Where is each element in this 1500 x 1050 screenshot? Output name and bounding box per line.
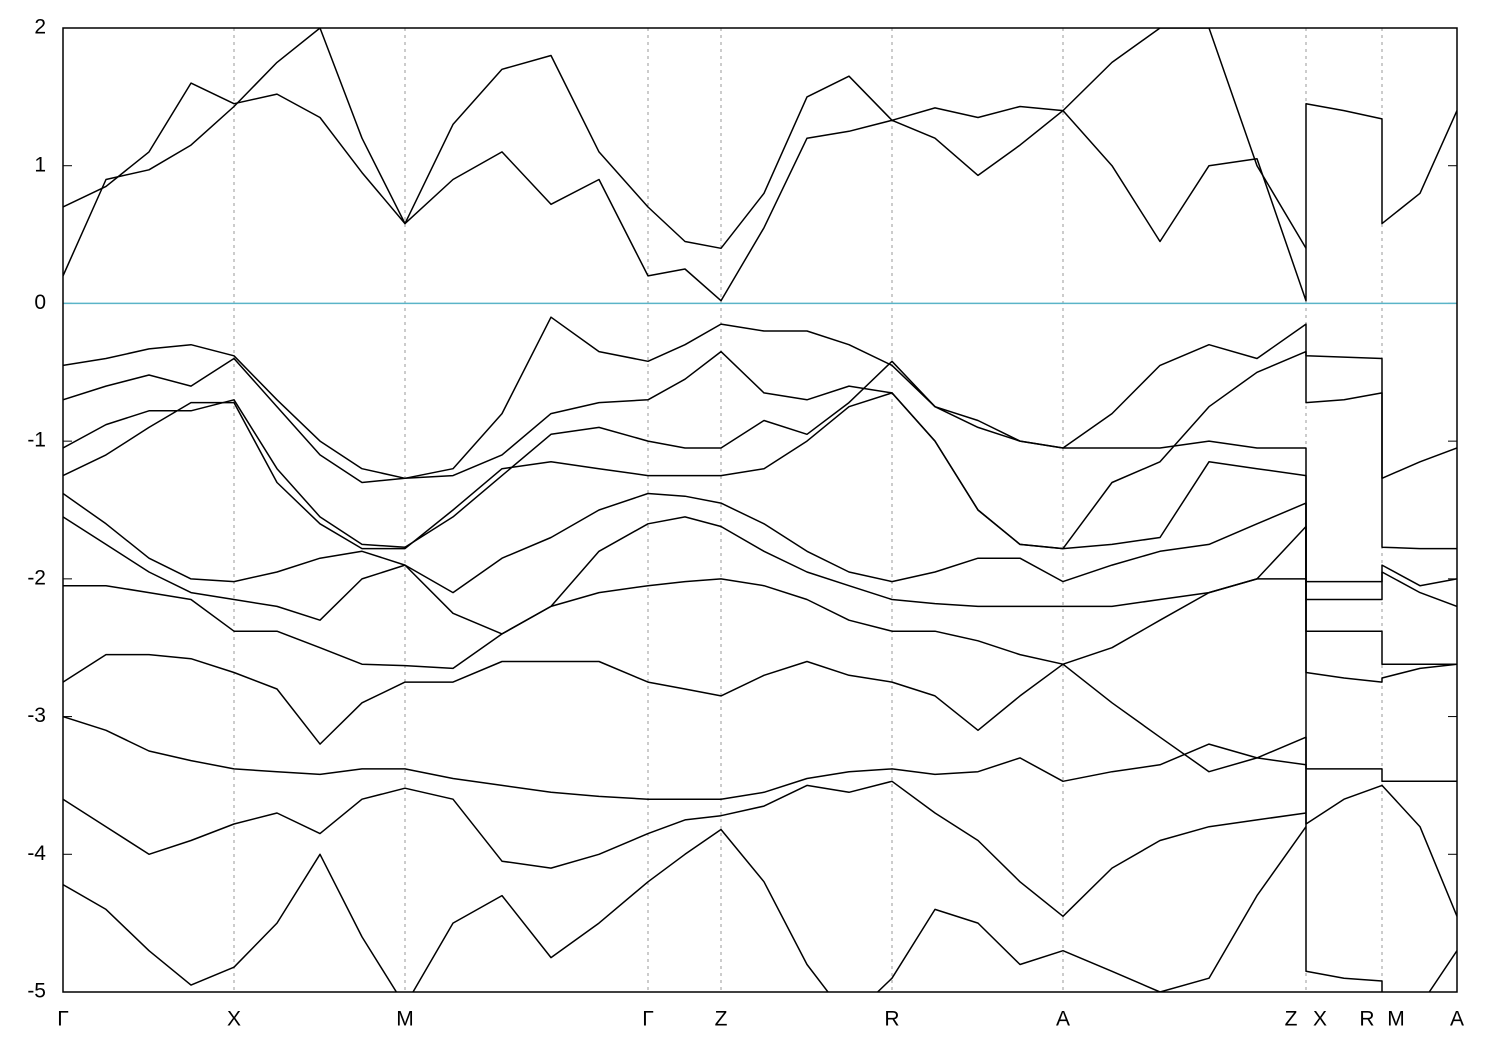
- band-line: [63, 28, 1307, 302]
- y-tick-label: -5: [27, 980, 46, 1003]
- band-line: [63, 780, 1307, 918]
- bands: [63, 28, 1457, 992]
- x-tick-label: X: [1313, 1008, 1327, 1031]
- plot-frame: [62, 27, 1458, 993]
- x-tick-label: Γ: [57, 1008, 69, 1031]
- x-tick-label: A: [1450, 1008, 1464, 1031]
- band-line: [63, 578, 1457, 783]
- y-tick-label: -2: [27, 566, 46, 589]
- x-tick-label: Γ: [642, 1008, 654, 1031]
- band-line: [63, 826, 1307, 992]
- band-line: [63, 653, 1457, 917]
- x-tick-label: A: [1056, 1008, 1070, 1031]
- band-line: [63, 316, 1457, 480]
- x-tick-label: Z: [715, 1008, 728, 1031]
- x-tick-label: X: [227, 1008, 241, 1031]
- y-tick-label: -1: [27, 429, 46, 452]
- y-tick-label: 2: [34, 16, 46, 39]
- y-tick-label: -4: [27, 842, 46, 865]
- band-line: [63, 350, 1457, 550]
- band-line: [63, 516, 1457, 683]
- x-tick-label: M: [396, 1008, 414, 1031]
- band-line: [63, 715, 1457, 992]
- x-tick-label: R: [1359, 1008, 1374, 1031]
- band-line: [63, 392, 1457, 608]
- y-tick-label: 1: [34, 153, 46, 176]
- x-tick-label: M: [1387, 1008, 1405, 1031]
- band-line: [63, 492, 1457, 665]
- y-tick-label: 0: [34, 291, 46, 314]
- y-tick-label: -3: [27, 704, 46, 727]
- x-tick-label: Z: [1285, 1008, 1298, 1031]
- x-tick-label: R: [884, 1008, 899, 1031]
- band-line: [63, 28, 1457, 302]
